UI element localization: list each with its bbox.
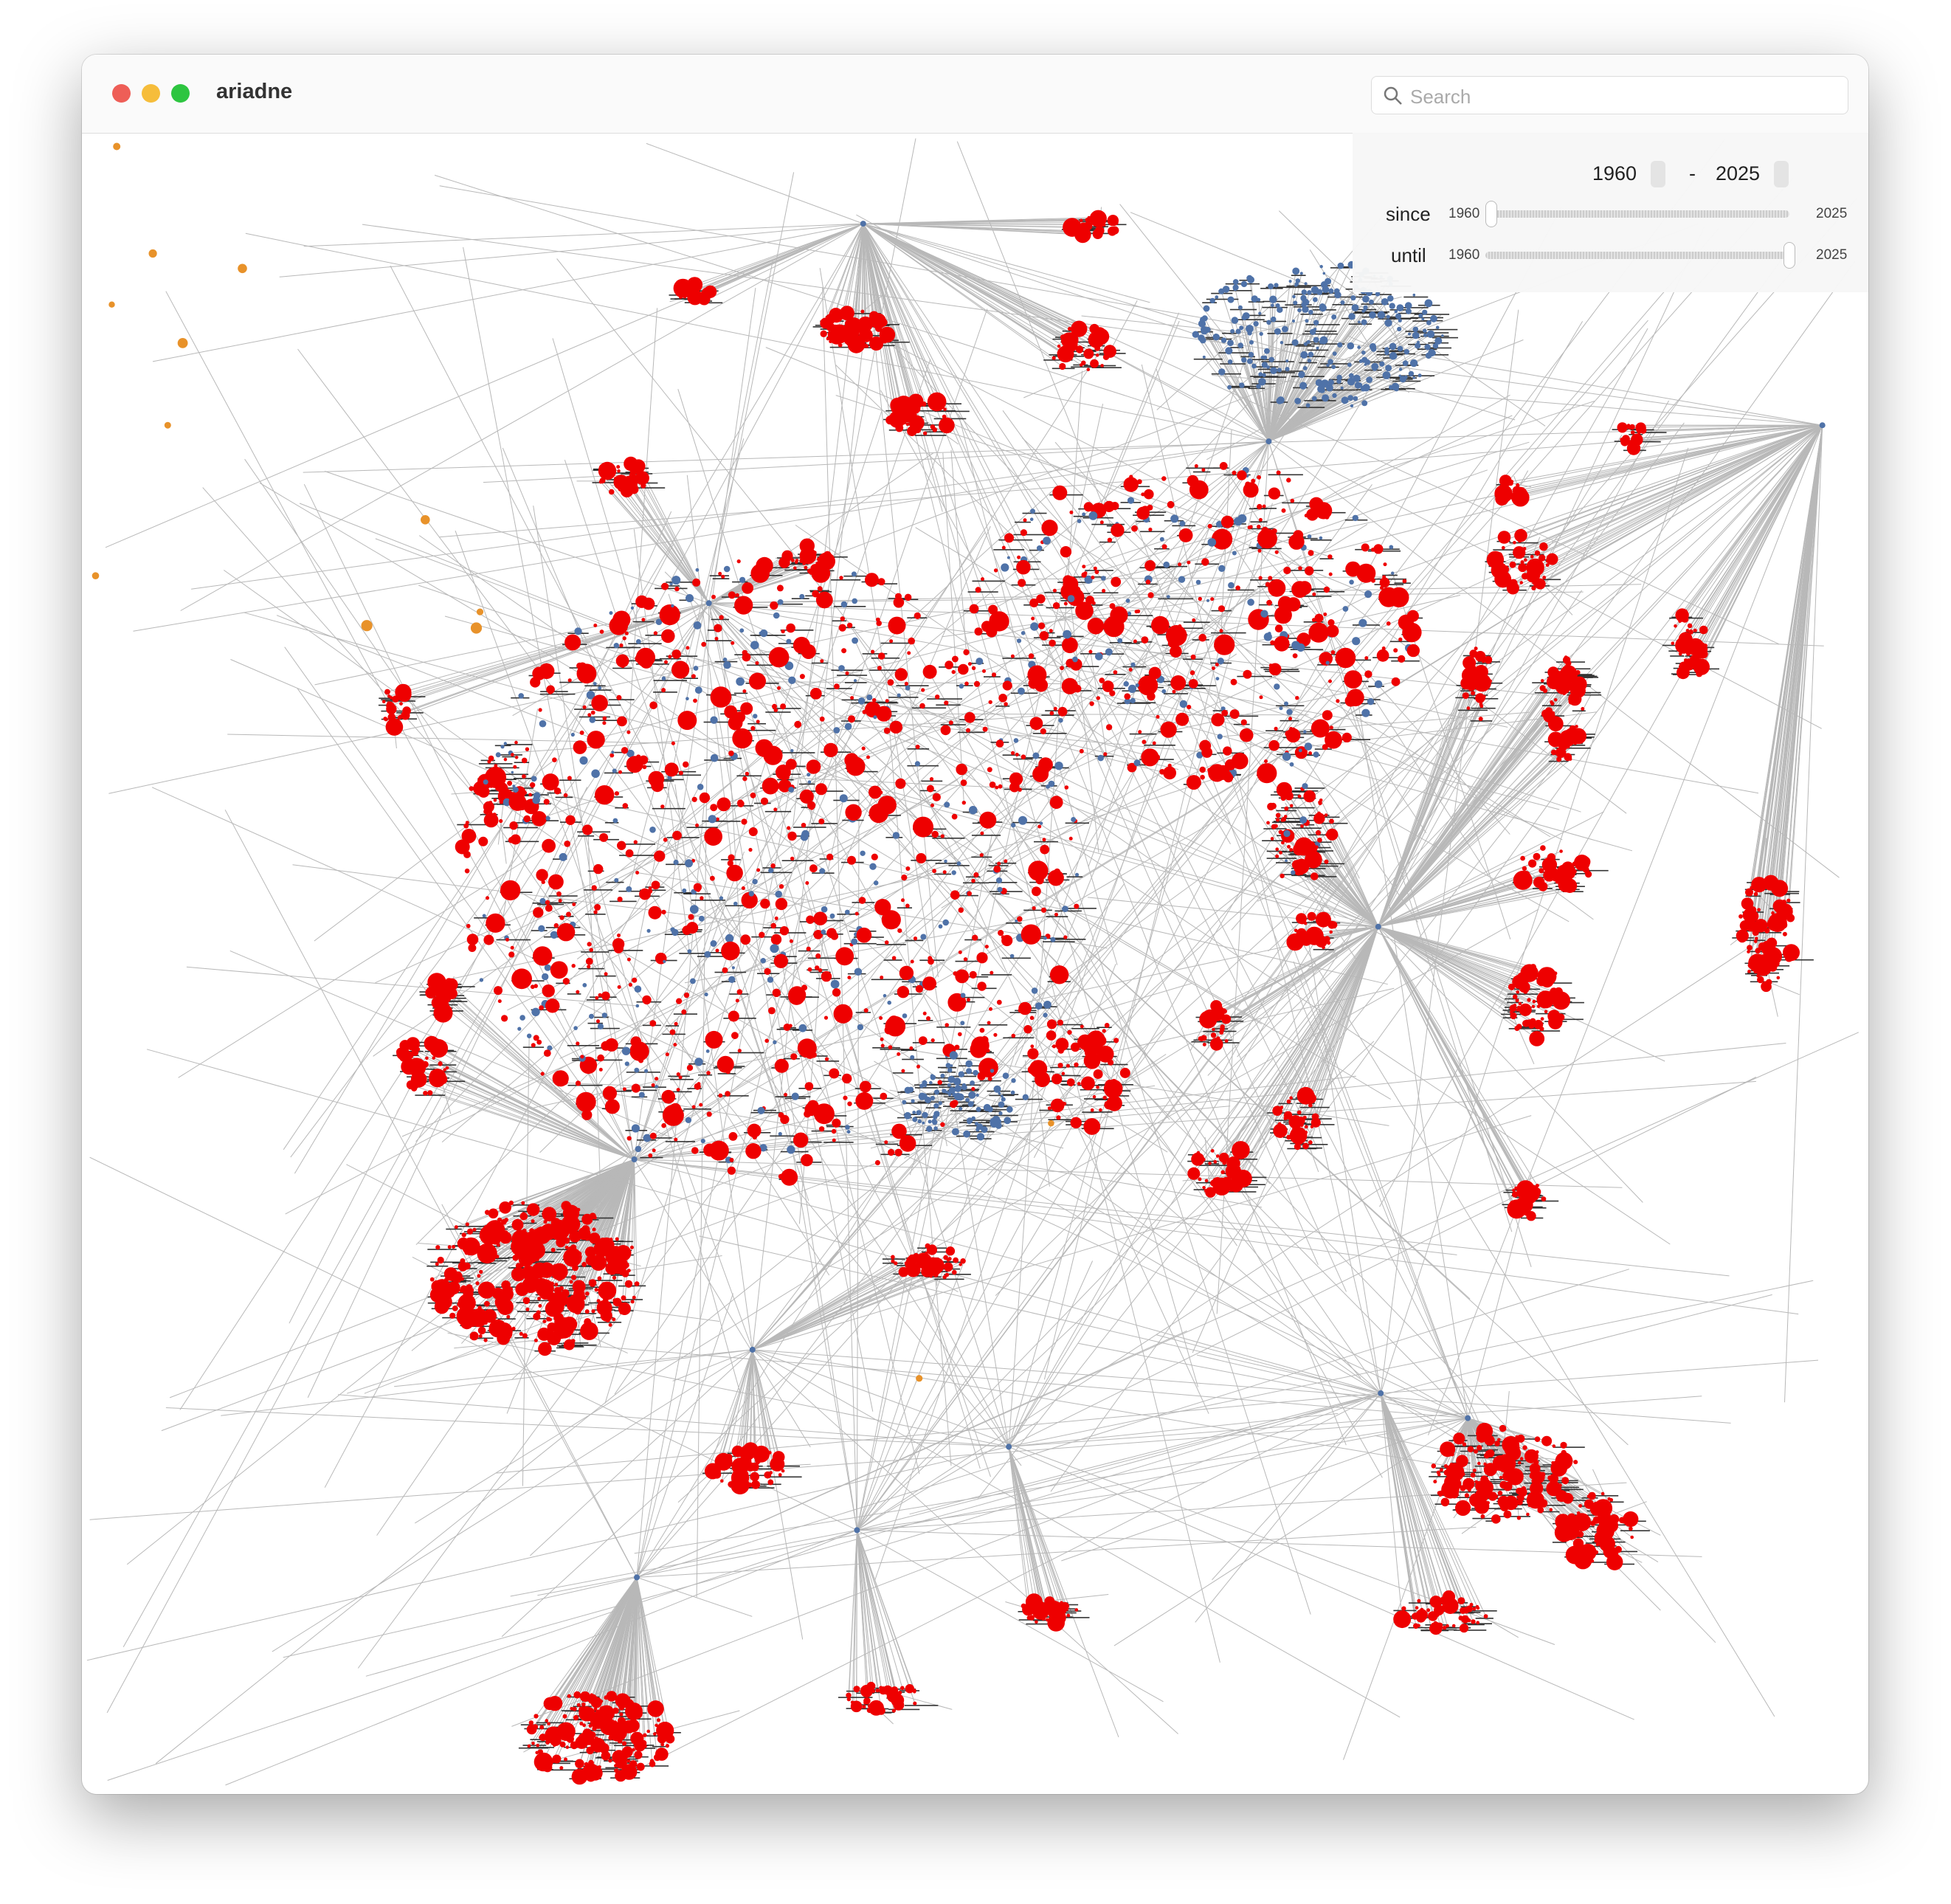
range-separator: -	[1689, 162, 1696, 184]
since-thumb[interactable]	[1485, 201, 1497, 227]
until-max: 2025	[1816, 247, 1848, 263]
to-stepper[interactable]	[1774, 161, 1789, 187]
until-track[interactable]	[1485, 252, 1789, 259]
search-icon	[1384, 86, 1402, 105]
window-title: ariadne	[216, 80, 293, 103]
from-year[interactable]: 1960	[1592, 162, 1637, 184]
since-track[interactable]	[1485, 210, 1789, 218]
to-year[interactable]: 2025	[1716, 162, 1761, 184]
zoom-button[interactable]	[171, 84, 190, 103]
nodes	[91, 142, 1826, 1785]
close-button[interactable]	[112, 84, 131, 103]
until-thumb[interactable]	[1783, 242, 1795, 269]
app-window: ariadne Search 1960 - 2025 since 1960 20…	[82, 55, 1868, 1794]
since-max: 2025	[1816, 206, 1848, 221]
network-graph[interactable]	[82, 133, 1868, 1794]
search-field[interactable]: Search	[1371, 76, 1848, 114]
search-placeholder: Search	[1410, 86, 1471, 108]
since-label: since	[1386, 203, 1431, 225]
title-bar: ariadne Search	[82, 55, 1868, 134]
since-min: 1960	[1448, 206, 1480, 221]
year-filter-panel: 1960 - 2025 since 1960 2025 until 1960 2…	[1353, 133, 1868, 292]
minimize-button[interactable]	[142, 84, 160, 103]
until-label: until	[1391, 244, 1426, 266]
from-stepper[interactable]	[1651, 161, 1665, 187]
until-min: 1960	[1448, 247, 1480, 263]
